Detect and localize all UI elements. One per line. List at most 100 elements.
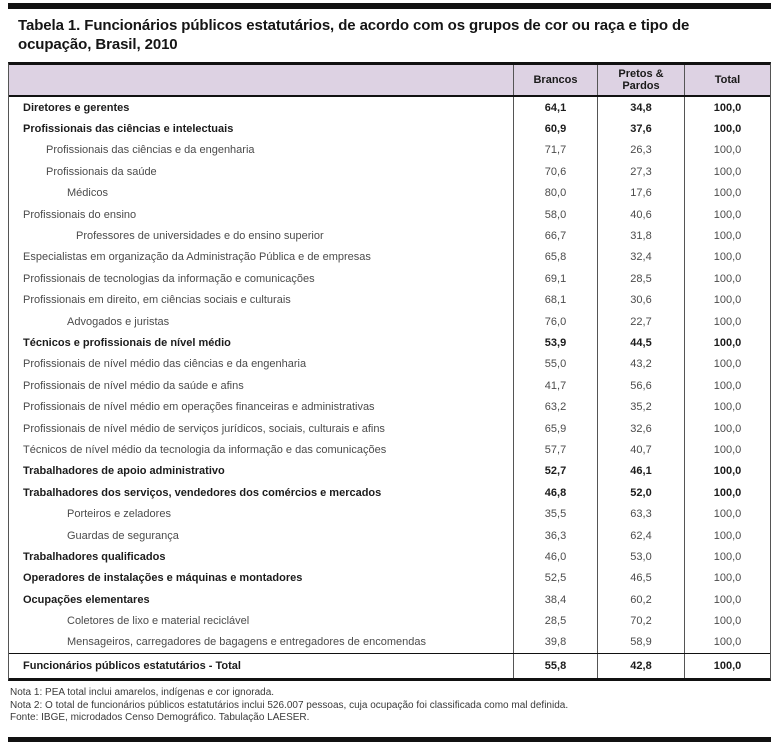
value-cell: 26,3 [597,139,684,162]
occupation-label: Professores de universidades e do ensino… [76,230,324,243]
value-cell: 100,0 [684,182,770,204]
value-cell: 100,0 [684,246,770,269]
value-cell: 68,1 [513,289,597,311]
occupation-label: Operadores de instalações e máquinas e m… [23,572,303,585]
value-cell: 36,3 [513,524,597,547]
value-cell: 100,0 [684,610,770,632]
value-cell: 60,9 [513,118,597,140]
occupation-label: Coletores de lixo e material reciclável [67,615,250,628]
value-cell: 100,0 [684,482,770,504]
value-cell: 37,6 [597,118,684,140]
value-cell: 52,0 [597,482,684,504]
occupation-label: Trabalhadores dos serviços, vendedores d… [23,486,382,499]
header-brancos-column: Brancos [513,65,597,95]
value-cell: 46,1 [597,460,684,483]
table-row: Operadores de instalações e máquinas e m… [9,567,770,589]
header-total-column: Total [684,65,770,95]
table-title: Tabela 1. Funcionários públicos estatutá… [18,17,690,53]
value-cell: 60,2 [597,588,684,611]
value-cell: 100,0 [684,417,770,440]
occupation-label: Profissionais das ciências e intelectuai… [23,123,234,136]
value-cell: 28,5 [513,610,597,632]
value-cell: 57,7 [513,439,597,461]
value-cell: 100,0 [684,310,770,333]
table-row: Profissionais de nível médio da saúde e … [9,375,770,397]
value-cell: 22,7 [597,310,684,333]
table-row: Mensageiros, carregadores de bagagens e … [9,631,770,654]
table-row: Porteiros e zeladores 35,5 63,3 100,0 [9,503,770,525]
table-row: Profissionais das ciências e da engenhar… [9,139,770,162]
header-occupation-column [9,65,513,95]
table-row: Profissionais das ciências e intelectuai… [9,118,770,140]
table-notes: Nota 1: PEA total inclui amarelos, indíg… [10,687,770,725]
value-cell: 28,5 [597,268,684,290]
value-cell: 100,0 [684,375,770,397]
table-body: Diretores e gerentes 64,1 34,8 100,0 Profiss… [9,97,770,679]
value-cell: 100,0 [684,161,770,183]
value-cell: 42,8 [597,654,684,679]
value-cell: 100,0 [684,118,770,140]
value-cell: 100,0 [684,439,770,461]
table-row: Trabalhadores qualificados 46,0 53,0 100,0 [9,546,770,568]
value-cell: 100,0 [684,654,770,679]
value-cell: 100,0 [684,460,770,483]
source-note: Fonte: IBGE, microdados Censo Demográfic… [10,712,310,723]
value-cell: 35,5 [513,503,597,525]
value-cell: 100,0 [684,546,770,568]
value-cell: 56,6 [597,375,684,397]
statistics-table: Brancos Pretos & Pardos Total Diretores … [8,62,771,682]
occupation-label: Ocupações elementares [23,593,150,606]
table-row: Profissionais de nível médio de serviços… [9,417,770,440]
value-cell: 30,6 [597,289,684,311]
table-row: Guardas de segurança 36,3 62,4 100,0 [9,524,770,547]
value-cell: 71,7 [513,139,597,162]
value-cell: 32,4 [597,246,684,269]
value-cell: 100,0 [684,225,770,247]
value-cell: 100,0 [684,588,770,611]
value-cell: 62,4 [597,524,684,547]
table-row: Professores de universidades e do ensino… [9,225,770,247]
value-cell: 43,2 [597,353,684,376]
value-cell: 100,0 [684,567,770,589]
value-cell: 100,0 [684,353,770,376]
occupation-label: Especialistas em organização da Administ… [23,251,371,264]
value-cell: 100,0 [684,524,770,547]
table-row: Especialistas em organização da Administ… [9,246,770,269]
table-row: Médicos 80,0 17,6 100,0 [9,182,770,204]
table-row: Profissionais do ensino 58,0 40,6 100,0 [9,203,770,226]
table-row: Profissionais de nível médio em operaçõe… [9,396,770,418]
value-cell: 53,9 [513,332,597,354]
value-cell: 52,7 [513,460,597,483]
note-1: Nota 1: PEA total inclui amarelos, indíg… [10,687,275,698]
top-rule [8,3,771,9]
value-cell: 55,8 [513,654,597,679]
table-row: Profissionais em direito, em ciências so… [9,289,770,311]
table-row: Profissionais da saúde 70,6 27,3 100,0 [9,161,770,183]
table-row: Técnicos de nível médio da tecnologia da… [9,439,770,461]
occupation-label: Trabalhadores de apoio administrativo [23,465,225,478]
value-cell: 69,1 [513,268,597,290]
occupation-label: Profissionais em direito, em ciências so… [23,294,291,307]
value-cell: 17,6 [597,182,684,204]
occupation-label: Advogados e juristas [67,315,170,328]
occupation-label: Porteiros e zeladores [67,508,171,521]
table-row: Técnicos e profissionais de nível médio 5… [9,332,770,354]
table-row: Advogados e juristas 76,0 22,7 100,0 [9,310,770,333]
value-cell: 63,3 [597,503,684,525]
value-cell: 44,5 [597,332,684,354]
value-cell: 80,0 [513,182,597,204]
value-cell: 100,0 [684,203,770,226]
table-row: Trabalhadores dos serviços, vendedores d… [9,482,770,504]
value-cell: 100,0 [684,268,770,290]
table-row: Profissionais de nível médio das ciência… [9,353,770,376]
occupation-label: Profissionais do ensino [23,208,137,221]
value-cell: 100,0 [684,396,770,418]
value-cell: 46,0 [513,546,597,568]
table-row: Funcionários públicos estatutários - Tot… [9,653,770,679]
occupation-label: Profissionais de nível médio das ciência… [23,358,307,371]
value-cell: 41,7 [513,375,597,397]
value-cell: 70,6 [513,161,597,183]
value-cell: 100,0 [684,289,770,311]
value-cell: 52,5 [513,567,597,589]
occupation-label: Profissionais da saúde [46,165,157,178]
